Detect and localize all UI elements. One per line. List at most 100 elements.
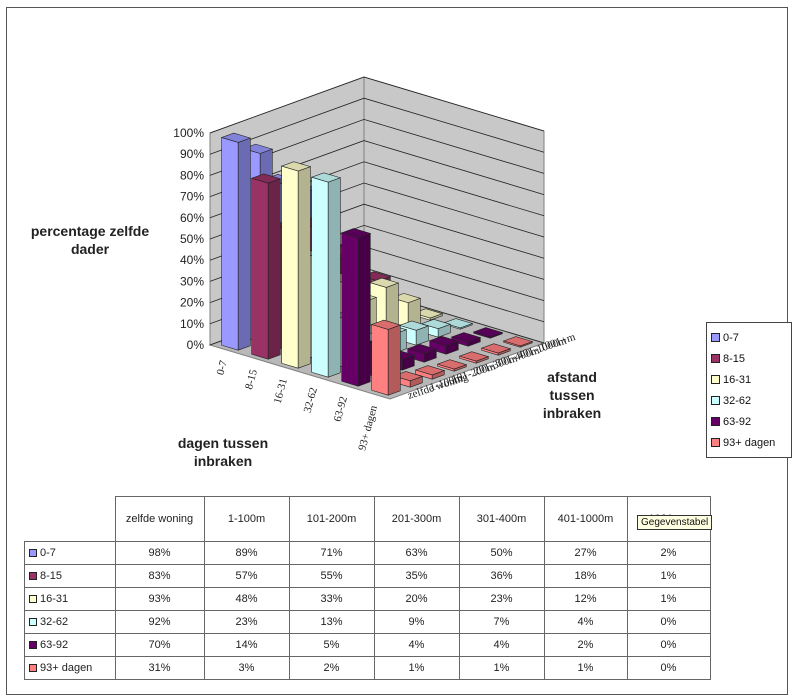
table-cell: 14% — [203, 633, 290, 657]
tooltip: Gegevenstabel — [637, 515, 713, 530]
legend-item[interactable]: 93+ dagen — [711, 432, 791, 453]
bar-top — [480, 343, 512, 354]
bar-front — [341, 232, 359, 387]
bar-93-dagen-3 — [436, 359, 468, 372]
y-tick-label: 20% — [180, 296, 204, 310]
table-cell: 20% — [373, 587, 460, 611]
bar-top — [390, 293, 422, 304]
y-tick-label: 50% — [180, 232, 204, 246]
legend-label: 0-7 — [723, 331, 739, 344]
bar-side — [387, 324, 401, 396]
bar-top — [412, 308, 444, 319]
bar-front — [281, 165, 299, 369]
legend-key-swatch — [29, 618, 37, 627]
bar-32-62-0 — [310, 172, 342, 378]
legend-label: 32-62 — [723, 394, 752, 407]
x-tick-label: 63-92 — [332, 395, 350, 423]
legend-swatch — [711, 375, 720, 384]
bar-93-dagen-5 — [480, 343, 512, 356]
table-cell: 55% — [288, 564, 375, 588]
table-row[interactable]: 0-7 98% 89% 71% 63% 50% 27% 2% — [24, 541, 711, 565]
table-column-header: 401-1000m — [543, 496, 628, 542]
bar-63-92-5 — [450, 332, 482, 347]
table-column-header: 301-400m — [458, 496, 545, 542]
bar-63-92-0 — [340, 228, 372, 387]
bar-side — [237, 137, 251, 351]
bar-top — [310, 172, 342, 183]
x-tick-label: 16-31 — [272, 377, 290, 405]
legend-label: 63-92 — [723, 415, 752, 428]
bar-front — [371, 324, 389, 396]
table-cell: 98% — [114, 541, 205, 565]
legend-key-swatch — [29, 664, 37, 673]
table-cell: 48% — [203, 587, 290, 611]
bar-93-dagen-4 — [458, 351, 490, 364]
table-cell: 3% — [203, 656, 290, 680]
table-column-header: 201-300m — [373, 496, 460, 542]
table-cell: 4% — [373, 633, 460, 657]
table-row[interactable]: 93+ dagen 31% 3% 2% 1% 1% 1% 0% — [24, 656, 711, 680]
bar-8-15-0 — [250, 173, 282, 360]
legend-swatch — [711, 333, 720, 342]
y-tick-label: 30% — [180, 274, 204, 288]
legend-item[interactable]: 63-92 — [711, 411, 791, 432]
data-table[interactable]: zelfde woning 1-100m 101-200m 201-300m 301-4… — [24, 496, 711, 680]
table-row[interactable]: 16-31 93% 48% 33% 20% 23% 12% 1% — [24, 587, 711, 611]
bar-top — [340, 228, 372, 239]
legend-key-swatch — [29, 572, 37, 581]
table-cell: 83% — [114, 564, 205, 588]
table-cell: 23% — [458, 587, 545, 611]
legend-label: 93+ dagen — [723, 436, 776, 449]
y-tick-label: 100% — [173, 126, 204, 140]
legend-item[interactable]: 8-15 — [711, 348, 791, 369]
table-cell: 93% — [114, 587, 205, 611]
y-tick-label: 10% — [180, 317, 204, 331]
bar-top — [280, 161, 312, 172]
row-label: 32-62 — [40, 616, 69, 628]
table-cell: 36% — [458, 564, 545, 588]
table-cell: 4% — [458, 633, 545, 657]
table-cell: 0% — [626, 656, 711, 680]
table-cell: 1% — [626, 587, 711, 611]
bar-top — [414, 365, 446, 376]
bar-32-62-4 — [398, 320, 430, 346]
bar-top — [368, 277, 400, 288]
x-tick-label: 32-62 — [302, 386, 320, 414]
bar-63-92-6 — [472, 327, 504, 339]
table-cell: 2% — [543, 633, 628, 657]
table-row-header: 8-15 — [24, 564, 116, 588]
y-tick-label: 80% — [180, 168, 204, 182]
table-cell: 71% — [288, 541, 375, 565]
table-cell: 31% — [114, 656, 205, 680]
table-cell: 1% — [543, 656, 628, 680]
table-row[interactable]: 63-92 70% 14% 5% 4% 4% 2% 0% — [24, 633, 711, 657]
legend-label: 16-31 — [723, 373, 752, 386]
y-axis-title: percentage zelfde dader — [30, 223, 150, 257]
bar-93-dagen-6 — [502, 336, 534, 348]
table-row[interactable]: 8-15 83% 57% 55% 35% 36% 18% 1% — [24, 564, 711, 588]
x-tick-label: 0-7 — [215, 359, 231, 377]
bar-16-31-0 — [280, 161, 312, 369]
bar-32-62-5 — [420, 319, 452, 338]
table-row[interactable]: 32-62 92% 23% 13% 9% 7% 4% 0% — [24, 610, 711, 634]
table-cell: 4% — [543, 610, 628, 634]
bar-side — [267, 178, 281, 360]
bar-top — [398, 320, 430, 331]
table-cell: 13% — [288, 610, 375, 634]
bar-top — [420, 319, 452, 330]
legend-item[interactable]: 16-31 — [711, 369, 791, 390]
row-label: 16-31 — [40, 593, 69, 605]
table-column-header: 101-200m — [288, 496, 375, 542]
legend-key-swatch — [29, 549, 37, 558]
bar-top — [502, 336, 534, 347]
row-label: 93+ dagen — [40, 662, 93, 674]
y-tick-label: 0% — [187, 338, 205, 352]
legend[interactable]: 0-7 8-15 16-31 32-62 63-92 93+ dagen — [706, 322, 792, 458]
y-tick-label: 70% — [180, 190, 204, 204]
table-cell: 27% — [543, 541, 628, 565]
table-cell: 5% — [288, 633, 375, 657]
legend-item[interactable]: 0-7 — [711, 327, 791, 348]
legend-item[interactable]: 32-62 — [711, 390, 791, 411]
bar-top — [472, 327, 504, 338]
